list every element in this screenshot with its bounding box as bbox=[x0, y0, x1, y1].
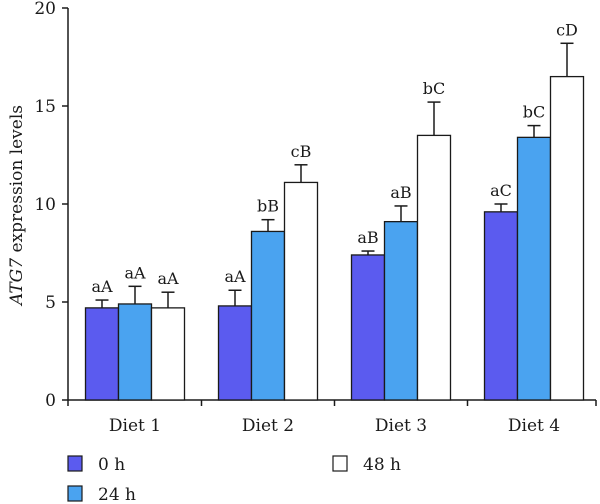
plot-area: 0 5 10 15 20 Diet 1 Diet 2 Diet 3 Diet 4 aA aA aB aC… bbox=[34, 0, 597, 436]
bar bbox=[549, 75, 585, 401]
legend-label: 0 h bbox=[98, 455, 125, 475]
y-axis-title: ATG7 expression levels bbox=[7, 105, 27, 307]
bar bbox=[383, 220, 419, 401]
significance-label: aA bbox=[124, 263, 146, 282]
bar bbox=[84, 307, 120, 401]
significance-label: aA bbox=[157, 269, 179, 288]
legend-label: 48 h bbox=[363, 455, 401, 475]
bar bbox=[350, 254, 386, 401]
x-tick-label: Diet 1 bbox=[109, 416, 161, 436]
significance-label: aB bbox=[357, 228, 378, 247]
y-tick-label: 5 bbox=[45, 293, 56, 313]
y-tick-label: 10 bbox=[34, 195, 56, 215]
legend-swatch bbox=[67, 455, 83, 472]
bar bbox=[416, 134, 452, 401]
bar bbox=[217, 305, 253, 401]
y-axis-label: ATG7 expression levels bbox=[7, 105, 27, 307]
bar bbox=[283, 181, 319, 401]
bar bbox=[250, 230, 286, 401]
significance-label: bB bbox=[257, 197, 279, 216]
significance-label: bC bbox=[523, 103, 545, 122]
significance-label: bC bbox=[423, 79, 445, 98]
significance-label: cD bbox=[556, 20, 578, 39]
legend: 0 h 24 h 48 h bbox=[67, 455, 401, 504]
bar bbox=[150, 307, 186, 401]
legend-label: 24 h bbox=[98, 485, 136, 504]
significance-label: aA bbox=[224, 267, 246, 286]
x-tick-label: Diet 2 bbox=[242, 416, 294, 436]
y-tick-label: 20 bbox=[34, 0, 56, 19]
x-tick-label: Diet 3 bbox=[375, 416, 427, 436]
y-axis-label-rest: expression levels bbox=[7, 105, 27, 258]
bar bbox=[117, 303, 153, 401]
y-axis-label-italic: ATG7 bbox=[7, 258, 27, 307]
significance-label: aA bbox=[91, 277, 113, 296]
significance-label: cB bbox=[291, 142, 312, 161]
significance-label: aC bbox=[490, 181, 512, 200]
significance-label: aB bbox=[390, 183, 411, 202]
legend-swatch bbox=[332, 455, 348, 472]
y-tick-label: 15 bbox=[34, 97, 56, 117]
bar bbox=[516, 136, 552, 401]
bar bbox=[483, 211, 519, 401]
y-tick-label: 0 bbox=[45, 391, 56, 411]
legend-swatch bbox=[67, 485, 83, 502]
x-tick-label: Diet 4 bbox=[508, 416, 560, 436]
